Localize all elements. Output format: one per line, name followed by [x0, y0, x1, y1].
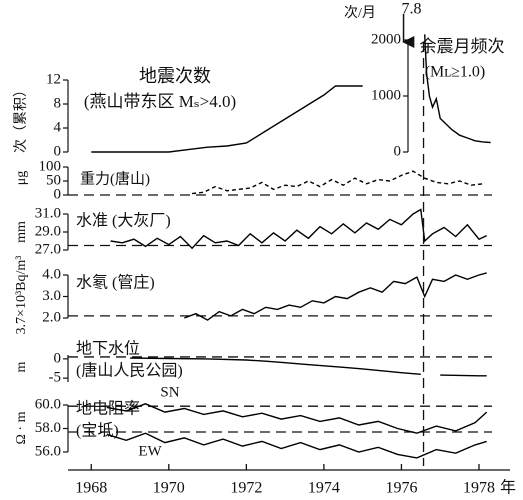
y-tick-label: 0 [54, 186, 62, 202]
y-tick-label: 2.0 [42, 309, 61, 325]
y-tick-label: 0 [54, 143, 62, 159]
y-tick-label: 4 [54, 119, 62, 135]
y-tick-label: 0 [54, 350, 62, 366]
y-axis-label: μg [14, 171, 29, 186]
panel-label: (唐山人民公园) [76, 362, 183, 380]
data-line [91, 85, 363, 153]
panel-label: 重力(唐山) [80, 170, 150, 187]
x-tick-label: 1970 [153, 480, 185, 497]
data-line [184, 272, 487, 321]
y-tick-label: 29.0 [35, 223, 61, 239]
y-tick-label: 58.0 [35, 420, 61, 436]
y-axis-label: 3.7×10³Bq/m³ [14, 256, 29, 335]
data-line [129, 357, 487, 377]
y-axis-label: mm [14, 221, 29, 243]
data-line [424, 34, 491, 144]
y-tick-label: 50 [46, 172, 61, 188]
y-tick-label: 12 [46, 71, 61, 87]
data-line [106, 403, 488, 434]
x-tick-label: 1972 [230, 480, 262, 497]
y-axis-label: m [14, 361, 29, 372]
data-line [106, 432, 487, 459]
y-axis-label: Ω · m [14, 411, 29, 444]
y-tick-label: 1000 [371, 87, 401, 103]
x-tick-label: 1978 [463, 480, 495, 497]
y-tick-label: 100 [39, 158, 62, 174]
y-tick-label: 4.0 [42, 266, 61, 282]
x-tick-label: 1974 [308, 480, 340, 497]
y-tick-label: 2000 [371, 31, 401, 47]
x-axis-label: 年 [500, 479, 516, 497]
series-label: EW [138, 443, 162, 459]
y-tick-label: 56.0 [35, 443, 61, 459]
y-tick-label: 3.0 [42, 288, 61, 304]
y-axis-label: 次/月 [344, 5, 376, 21]
panel-label: 地电阻率 [76, 400, 140, 418]
panel-label: (燕山带东区 Mₛ>4.0) [84, 92, 236, 111]
y-tick-label: 27.0 [35, 241, 61, 257]
panel-label: (宝坻) [76, 422, 119, 440]
x-tick-label: 1968 [75, 480, 107, 497]
panel-label: 水氡 (管庄) [76, 274, 155, 292]
panel-label: 水准 (大灰厂) [76, 212, 171, 230]
panel-label: 地下水位 [76, 340, 140, 358]
y-tick-label: 31.0 [35, 205, 61, 221]
event-label: 7.8 [402, 1, 422, 18]
data-line [110, 208, 487, 250]
panel-label: 余震月频次 [420, 37, 505, 56]
y-tick-label: 8 [54, 95, 62, 111]
data-line [192, 170, 483, 195]
y-tick-label: 60.0 [35, 396, 61, 412]
y-axis-label: 次（累积） [13, 83, 29, 153]
x-tick-label: 1976 [385, 480, 417, 497]
y-tick-label: -5 [49, 370, 62, 386]
y-tick-label: 0 [394, 143, 402, 159]
panel-label: 地震次数 [139, 66, 211, 86]
panel-label: (Mʟ≥1.0) [425, 64, 486, 81]
series-label: SN [160, 384, 179, 400]
